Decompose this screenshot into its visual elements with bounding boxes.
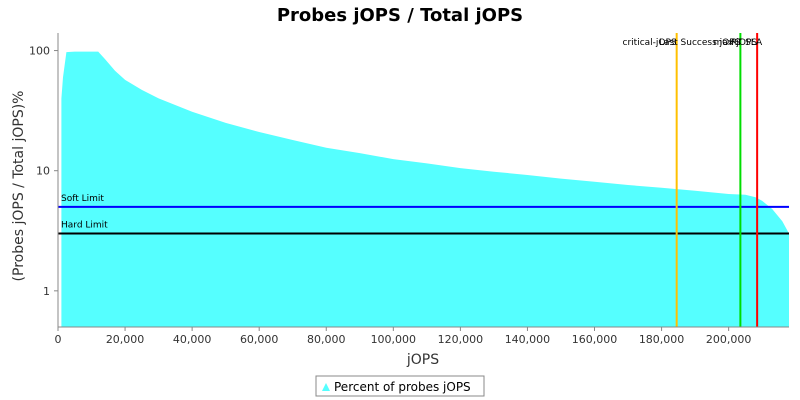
chart-title: Probes jOPS / Total jOPS [277,5,523,26]
x-tick-label: 200,000 [706,333,752,346]
x-tick-label: 180,000 [639,333,685,346]
max-jops-label: max-jOPS [714,38,758,48]
x-tick-label: 60,000 [240,333,279,346]
x-tick-label: 100,000 [371,333,417,346]
y-axis-label: (Probes jOPS / Total jOPS)% [11,91,27,282]
x-tick-label: 80,000 [307,333,346,346]
x-tick-label: 140,000 [505,333,551,346]
critical-jops-label: critical-jOPS [623,38,677,48]
x-tick-label: 160,000 [572,333,618,346]
series-area-0 [61,51,789,327]
legend: Percent of probes jOPS [315,375,485,397]
x-tick-label: 20,000 [106,333,145,346]
hard-limit-label: Hard Limit [61,221,108,231]
y-tick-label: 1 [43,285,50,298]
y-tick-label: 100 [29,45,50,58]
x-tick-label: 120,000 [438,333,484,346]
y-tick-label: 10 [36,165,50,178]
x-tick-label: 0 [55,333,62,346]
last-success-jops-label: Last Success jOPS [659,38,741,48]
x-tick-label: 40,000 [173,333,212,346]
soft-limit-label: Soft Limit [61,194,104,204]
legend-series-icon [322,383,330,391]
rt-sla-label: RT SLA [731,38,763,48]
legend-series-label: Percent of probes jOPS [334,380,471,394]
legend-box [315,375,485,397]
x-axis-label: jOPS [406,352,439,368]
